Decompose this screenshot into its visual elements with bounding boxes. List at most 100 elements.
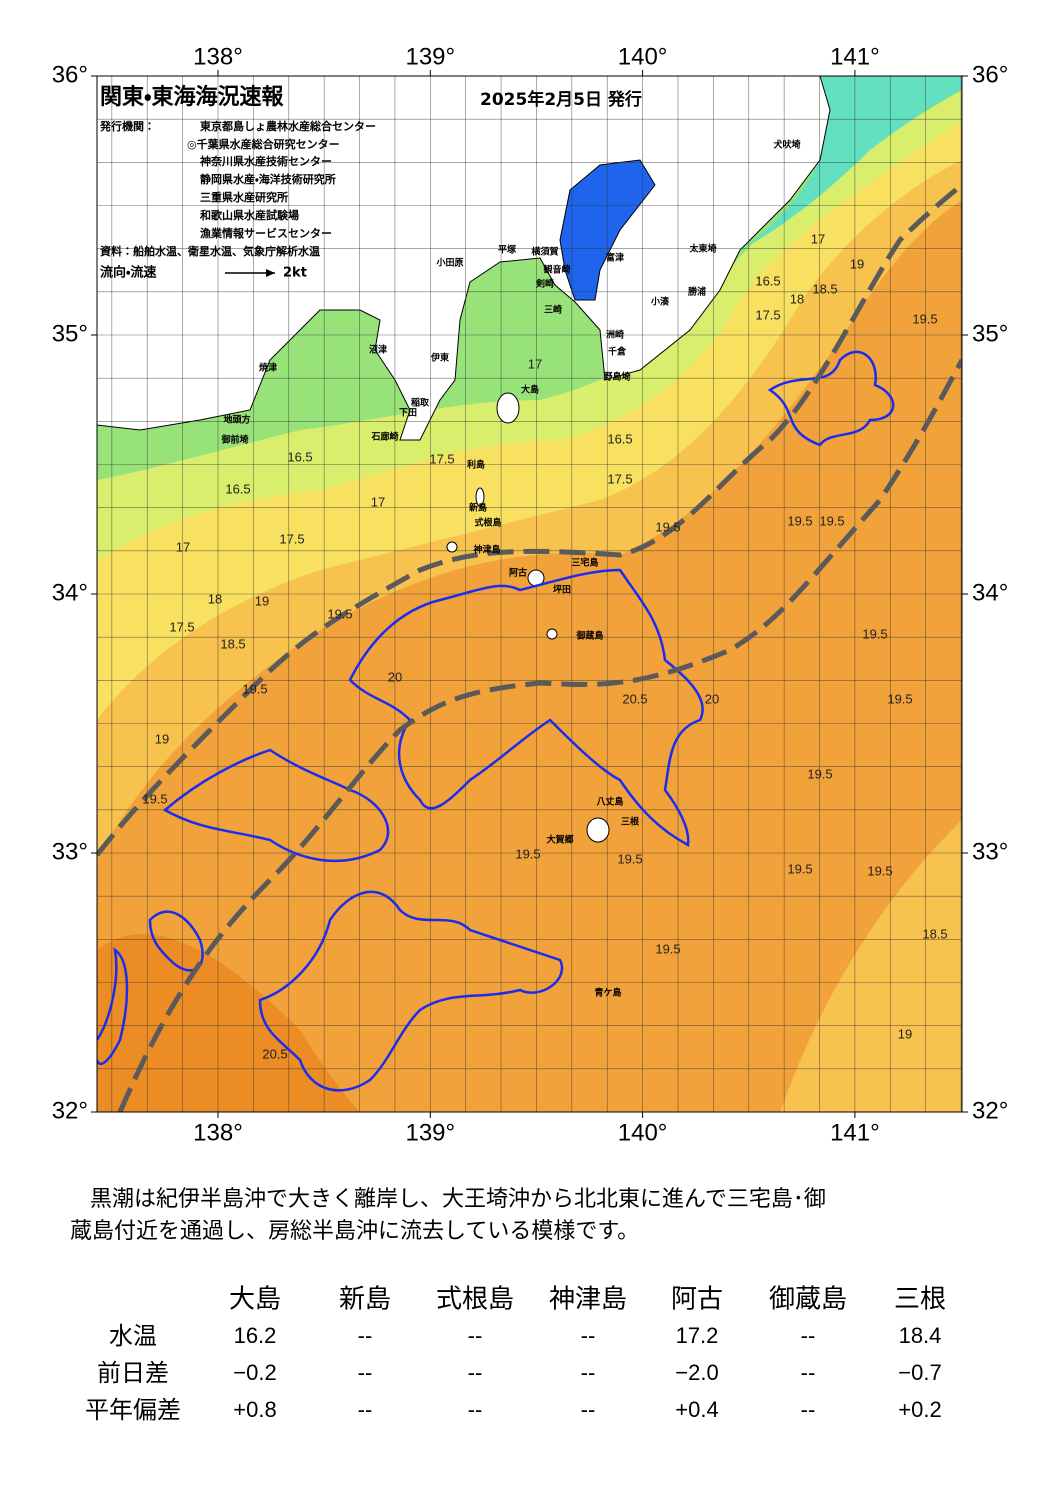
table-cell: 17.2 <box>676 1323 719 1348</box>
isotherm-label: 20 <box>388 669 402 684</box>
place-label: 下田 <box>399 408 417 419</box>
table-cell: +0.8 <box>233 1397 276 1422</box>
table-cell: -- <box>468 1323 483 1348</box>
publisher: 三重県水産研究所 <box>200 190 288 204</box>
place-label: 野島埼 <box>603 371 630 383</box>
lat-label: 35° <box>972 320 1008 347</box>
land <box>97 76 831 441</box>
table-cell: 18.4 <box>899 1323 942 1348</box>
isotherm-label: 17.5 <box>169 619 194 634</box>
publisher: 静岡県水産・海洋技術研究所 <box>200 172 336 186</box>
column-header: 御蔵島 <box>769 1285 847 1315</box>
lat-label: 36° <box>52 61 88 88</box>
row-label: 水温 <box>109 1322 157 1350</box>
lat-label: 34° <box>972 579 1008 606</box>
table-cell: -- <box>801 1360 816 1385</box>
table-cell: -- <box>801 1323 816 1348</box>
contour-labels: 16.5 16.5 17 17 17.5 17.5 18 18.5 19 19.5 19.5 19 19… <box>142 231 947 1061</box>
isotherm-label: 19.5 <box>862 626 887 641</box>
table-cell: -- <box>581 1397 596 1422</box>
table-cell: -- <box>468 1397 483 1422</box>
isotherm-label: 17.5 <box>279 531 304 546</box>
island <box>496 392 520 424</box>
description: 蔵島付近を通過し、房総半島沖に流去している模様です。 <box>70 1219 639 1244</box>
lat-label: 33° <box>52 838 88 865</box>
place-label: 伊東 <box>430 352 449 364</box>
publisher: 漁業情報サービスセンター <box>200 226 332 240</box>
isotherm-label: 19.5 <box>912 311 937 326</box>
legend-label: 流向・流速 <box>100 265 156 281</box>
row-label: 前日差 <box>97 1359 169 1387</box>
place-label: 沼津 <box>369 344 387 356</box>
publisher: 和歌山県水産試験場 <box>200 208 299 222</box>
lon-label: 139° <box>405 43 455 70</box>
isotherm-label: 19 <box>850 256 864 271</box>
axis-ticks: 138° 138° 139° 139° 140° 140° 141° 141° 36° 36° 35… <box>52 43 1009 1146</box>
place-label: 剣崎 <box>535 278 554 290</box>
isotherm-label: 19 <box>898 1026 912 1041</box>
place-label: 地頭方 <box>223 414 250 426</box>
table-cell: −0.7 <box>898 1360 941 1385</box>
isotherm-label: 19.5 <box>655 941 680 956</box>
lon-label: 138° <box>193 43 243 70</box>
table-cell: -- <box>358 1323 373 1348</box>
place-label: 犬吠埼 <box>772 139 800 151</box>
islands <box>446 392 610 843</box>
isotherm-label: 19.5 <box>142 791 167 806</box>
isotherm-label: 17.5 <box>755 307 780 322</box>
data-source: 資料：船舶水温、衛星水温、気象庁解析水温 <box>100 244 320 258</box>
lon-label: 140° <box>618 1119 668 1146</box>
place-label: 三宅島 <box>571 557 598 569</box>
isotherm-label: 20.5 <box>622 691 647 706</box>
isotherm-label: 17 <box>176 539 190 554</box>
lat-label: 33° <box>972 838 1008 865</box>
contour-line <box>258 890 564 1092</box>
isotherm-label: 16.5 <box>755 273 780 288</box>
place-label: 坪田 <box>553 584 571 596</box>
isotherm-label: 19.5 <box>617 851 642 866</box>
table-cell: +0.2 <box>898 1397 941 1422</box>
table-cell: -- <box>468 1360 483 1385</box>
table-cell: -- <box>801 1397 816 1422</box>
isotherm-label: 19.5 <box>655 519 680 534</box>
lat-label: 32° <box>972 1097 1008 1124</box>
isotherm-label: 17 <box>811 231 825 246</box>
lat-label: 34° <box>52 579 88 606</box>
isotherm-label: 19.5 <box>242 681 267 696</box>
isotherm-label: 19.5 <box>819 513 844 528</box>
map-area: 16.5 16.5 17 17 17.5 17.5 18 18.5 19 19.5 19.5 19 19… <box>97 76 962 1112</box>
table-cell: +0.4 <box>675 1397 718 1422</box>
issue-date: 2025年2月5日 発行 <box>480 89 642 110</box>
place-label: 洲崎 <box>606 329 624 341</box>
map-title: 関東・東海海況速報 <box>100 84 284 110</box>
island <box>446 541 458 553</box>
isotherm-label: 20 <box>705 691 719 706</box>
lat-label: 35° <box>52 320 88 347</box>
place-label: 三根 <box>621 816 640 828</box>
place-label: 平塚 <box>498 244 517 256</box>
place-label: 大賀郷 <box>546 834 573 846</box>
isotherm-label: 17 <box>371 494 385 509</box>
table-cell: -- <box>358 1397 373 1422</box>
isotherm-label: 16.5 <box>225 481 250 496</box>
description: 黒潮は紀伊半島沖で大きく離岸し、大王埼沖から北北東に進んで三宅島･御 <box>90 1187 826 1212</box>
kuroshio-path <box>117 358 962 1112</box>
publisher: 神奈川県水産技術センター <box>199 154 332 168</box>
lat-label: 36° <box>972 61 1008 88</box>
place-label: 八丈島 <box>596 796 623 808</box>
isotherm-label: 17.5 <box>607 471 632 486</box>
contour-line <box>162 748 390 863</box>
column-header: 阿古 <box>671 1285 723 1315</box>
lon-label: 141° <box>830 43 880 70</box>
lon-label: 138° <box>193 1119 243 1146</box>
place-label: 青ケ島 <box>594 987 621 999</box>
contour-line <box>348 568 704 847</box>
place-label: 神津島 <box>472 544 500 556</box>
place-label: 小湊 <box>650 296 670 308</box>
place-label: 横須賀 <box>531 246 558 258</box>
place-label: 阿古 <box>509 567 527 579</box>
legend-arrowhead <box>266 269 275 277</box>
isotherm-label: 19.5 <box>787 513 812 528</box>
